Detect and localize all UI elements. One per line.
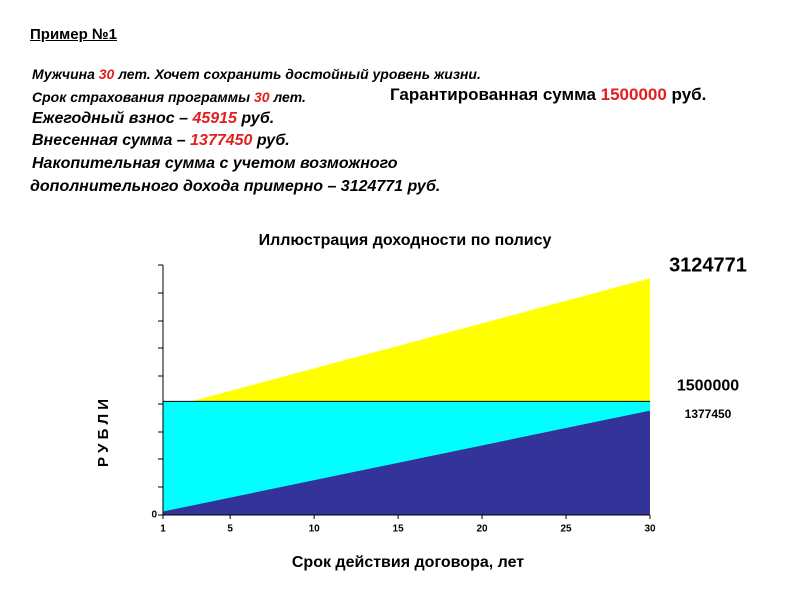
text: руб. xyxy=(252,132,290,149)
text: руб. xyxy=(666,85,707,104)
text-line: Гарантированная сумма 1500000 руб. xyxy=(390,85,706,105)
highlight: 30 xyxy=(98,66,115,82)
area xyxy=(163,410,650,515)
text: Внесенная сумма – xyxy=(32,132,191,149)
chart-title: Иллюстрация доходности по полису xyxy=(259,232,552,249)
text: лет. Хочет сохранить достойный уровень ж… xyxy=(114,66,481,82)
slide-title: Пример №1 xyxy=(30,26,117,43)
x-tick-label: 1 xyxy=(160,524,166,535)
x-axis-label: Срок действия договора, лет xyxy=(292,554,524,571)
text-line: дополнительного дохода примерно – 312477… xyxy=(30,178,440,196)
end-label: 1500000 xyxy=(677,378,739,395)
end-label: 3124771 xyxy=(669,255,747,277)
text: дополнительного дохода примерно – 312477… xyxy=(30,178,441,195)
x-tick-label: 5 xyxy=(227,524,233,535)
text-line: Накопительная сумма с учетом возможного xyxy=(32,155,398,173)
text: руб. xyxy=(236,110,275,127)
text: Ежегодный взнос – xyxy=(32,110,193,127)
x-tick-label: 25 xyxy=(560,524,572,535)
text: Гарантированная сумма xyxy=(390,85,601,104)
text: лет. xyxy=(269,89,306,105)
text-line: Ежегодный взнос – 45915 руб. xyxy=(32,110,274,128)
highlight: 1500000 xyxy=(600,85,667,104)
text: Мужчина xyxy=(32,66,99,82)
highlight: 30 xyxy=(253,89,270,105)
x-tick-label: 20 xyxy=(477,524,489,535)
y-axis-label: Р У Б Л И xyxy=(95,399,112,467)
text-line: Внесенная сумма – 1377450 руб. xyxy=(32,132,290,150)
text: Накопительная сумма с учетом возможного xyxy=(32,155,398,172)
x-tick-label: 15 xyxy=(393,524,405,535)
x-tick-label: 30 xyxy=(644,524,656,535)
y-tick-label: 0 xyxy=(151,510,157,521)
highlight: 1377450 xyxy=(190,132,253,149)
x-tick-label: 10 xyxy=(309,524,321,535)
minor-ticks xyxy=(158,264,163,488)
text-line: Срок страхования программы 30 лет. xyxy=(32,89,306,105)
end-label: 1377450 xyxy=(685,407,732,421)
text: Срок страхования программы xyxy=(32,89,254,105)
highlight: 45915 xyxy=(192,110,237,127)
text-line: Мужчина 30 лет. Хочет сохранить достойны… xyxy=(32,66,481,82)
